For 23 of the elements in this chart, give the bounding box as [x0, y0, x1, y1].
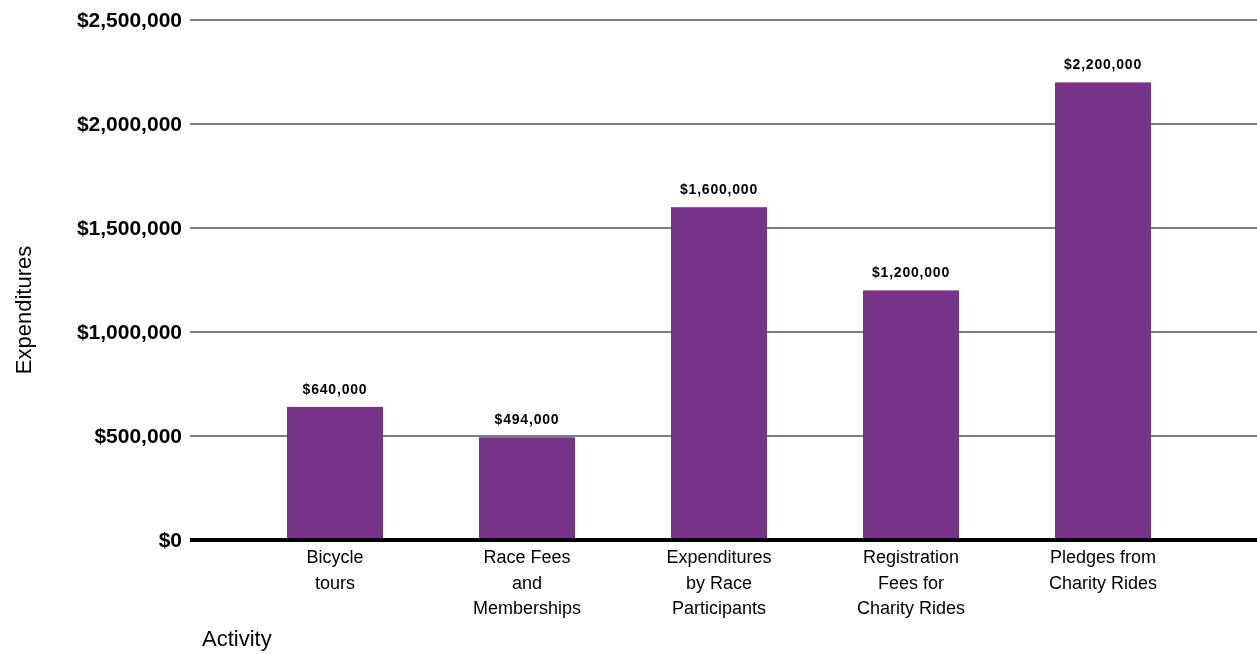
- data-label: $2,200,000: [1063, 56, 1143, 73]
- data-label: $1,600,000: [679, 181, 759, 198]
- data-label: $1,200,000: [871, 264, 951, 281]
- data-label: $640,000: [302, 380, 368, 397]
- data-label: $494,000: [494, 411, 560, 428]
- bar: [287, 406, 383, 540]
- bar: [671, 207, 767, 540]
- bar: [1055, 82, 1151, 540]
- y-tick-label: $500,000: [94, 424, 182, 448]
- x-tick-label: Registration Fees for Charity Rides: [856, 547, 966, 618]
- x-tick-label: Pledges from Charity Rides: [1048, 547, 1158, 593]
- x-axis-title: Activity: [202, 626, 272, 651]
- bar: [479, 437, 575, 540]
- y-tick-label: $0: [158, 528, 182, 552]
- bar: [863, 290, 959, 540]
- y-tick-label: $1,500,000: [76, 216, 182, 240]
- y-tick-label: $2,500,000: [76, 8, 182, 32]
- x-tick-label: Race Fees and Memberships: [472, 547, 582, 618]
- y-tick-label: $2,000,000: [76, 112, 182, 136]
- y-axis-title: Expenditures: [11, 245, 36, 375]
- y-tick-label: $1,000,000: [76, 320, 182, 344]
- x-tick-label: Expenditures by Race Participants: [666, 547, 772, 618]
- x-tick-label: Bicycle tours: [306, 547, 364, 593]
